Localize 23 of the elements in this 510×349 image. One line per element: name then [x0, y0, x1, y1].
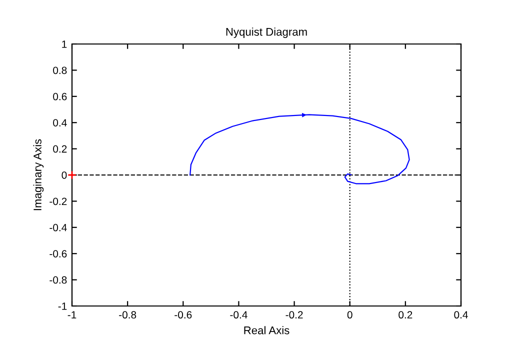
- x-tick-label: -0.8: [119, 311, 136, 319]
- y-tick-label: 0: [62, 172, 67, 179]
- y-tick-label: 0.6: [53, 92, 67, 100]
- y-tick-label: -0.4: [50, 224, 67, 232]
- y-tick-label: 0.2: [53, 145, 67, 153]
- line-series: [190, 114, 410, 184]
- y-tick-label: 0.8: [53, 66, 67, 74]
- x-axis-title: Real Axis: [244, 326, 290, 334]
- x-tick-label: -0.4: [230, 311, 248, 319]
- y-axis-title: Imaginary Axis: [33, 139, 44, 210]
- x-tick-label: 0: [347, 311, 352, 319]
- y-tick-label: 0.4: [53, 119, 67, 126]
- x-tick-label: -0.6: [174, 311, 192, 319]
- y-tick-label: -1: [58, 302, 67, 310]
- y-tick-label: -0.6: [50, 250, 67, 258]
- y-tick-label: -0.8: [50, 276, 67, 284]
- y-tick-label: 1: [62, 40, 67, 48]
- chart-title: Nyquist Diagram: [226, 28, 307, 38]
- x-tick-label: 0.4: [454, 311, 468, 319]
- x-tick-label: -0.2: [286, 311, 303, 319]
- y-tick-label: -0.2: [50, 198, 67, 206]
- x-tick-label: -1: [68, 311, 76, 318]
- x-tick-label: 0.2: [398, 311, 412, 319]
